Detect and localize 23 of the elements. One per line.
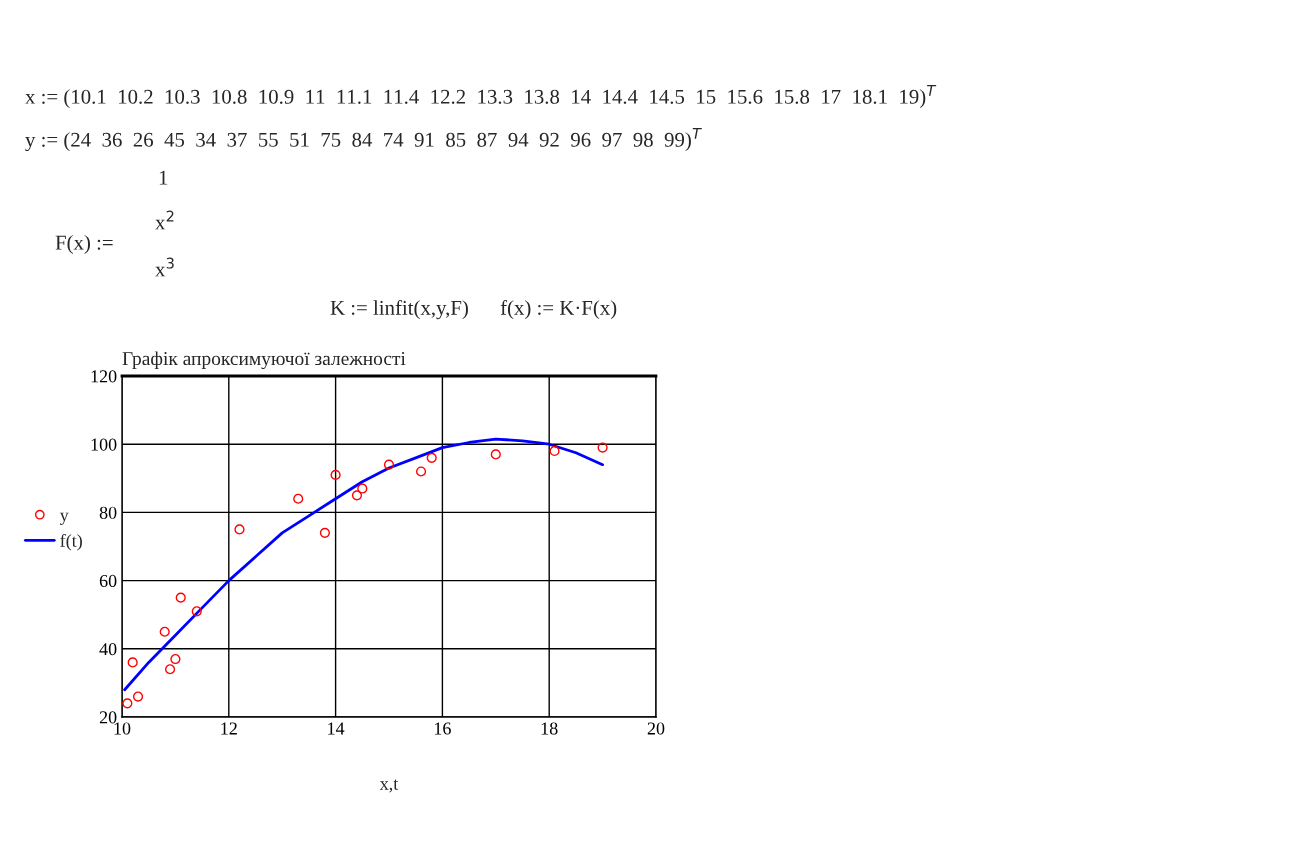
y-tick-label: 120 — [91, 370, 117, 383]
x-axis-title: x,t — [379, 779, 399, 793]
text: x$^{3}$ — [155, 257, 174, 277]
y-tick-label: 100 — [91, 438, 117, 451]
y-tick-label: 20 — [99, 711, 117, 724]
text: 1 — [159, 170, 168, 185]
x-tick-label: 18 — [541, 722, 558, 735]
legend-label: f(t) — [60, 533, 82, 551]
chart-title: Графік апроксимуючої залежності — [122, 351, 406, 370]
y-tick-label: 80 — [99, 506, 117, 519]
x-tick-label: 14 — [328, 722, 345, 735]
text: K := linfit(x,y,F) f(x) := K·F(x) — [330, 300, 617, 320]
x-tick-label: 16 — [434, 722, 451, 735]
text: y := (24 36 26 45 34 37 55 51 75 84 74 91 85 87 94 92 96 97 98 99)$^{T}$ — [25, 128, 702, 152]
legend-label: y — [59, 512, 69, 525]
x-tick-label: 20 — [647, 722, 665, 735]
y-tick-label: 40 — [99, 643, 117, 656]
y-tick-label: 60 — [99, 574, 117, 588]
text: F(x) := — [55, 235, 113, 254]
x-tick-label: 12 — [221, 722, 237, 735]
text: x := (10.1 10.2 10.3 10.8 10.9 11 11.1 11.4 12.2 13.3 13.8 14 14.4 14.5 15 15.6 15.8 17 18.1 19)$^{T}$ — [25, 85, 937, 109]
x-tick-label: 10 — [114, 722, 131, 735]
text: x$^{2}$ — [155, 210, 174, 230]
